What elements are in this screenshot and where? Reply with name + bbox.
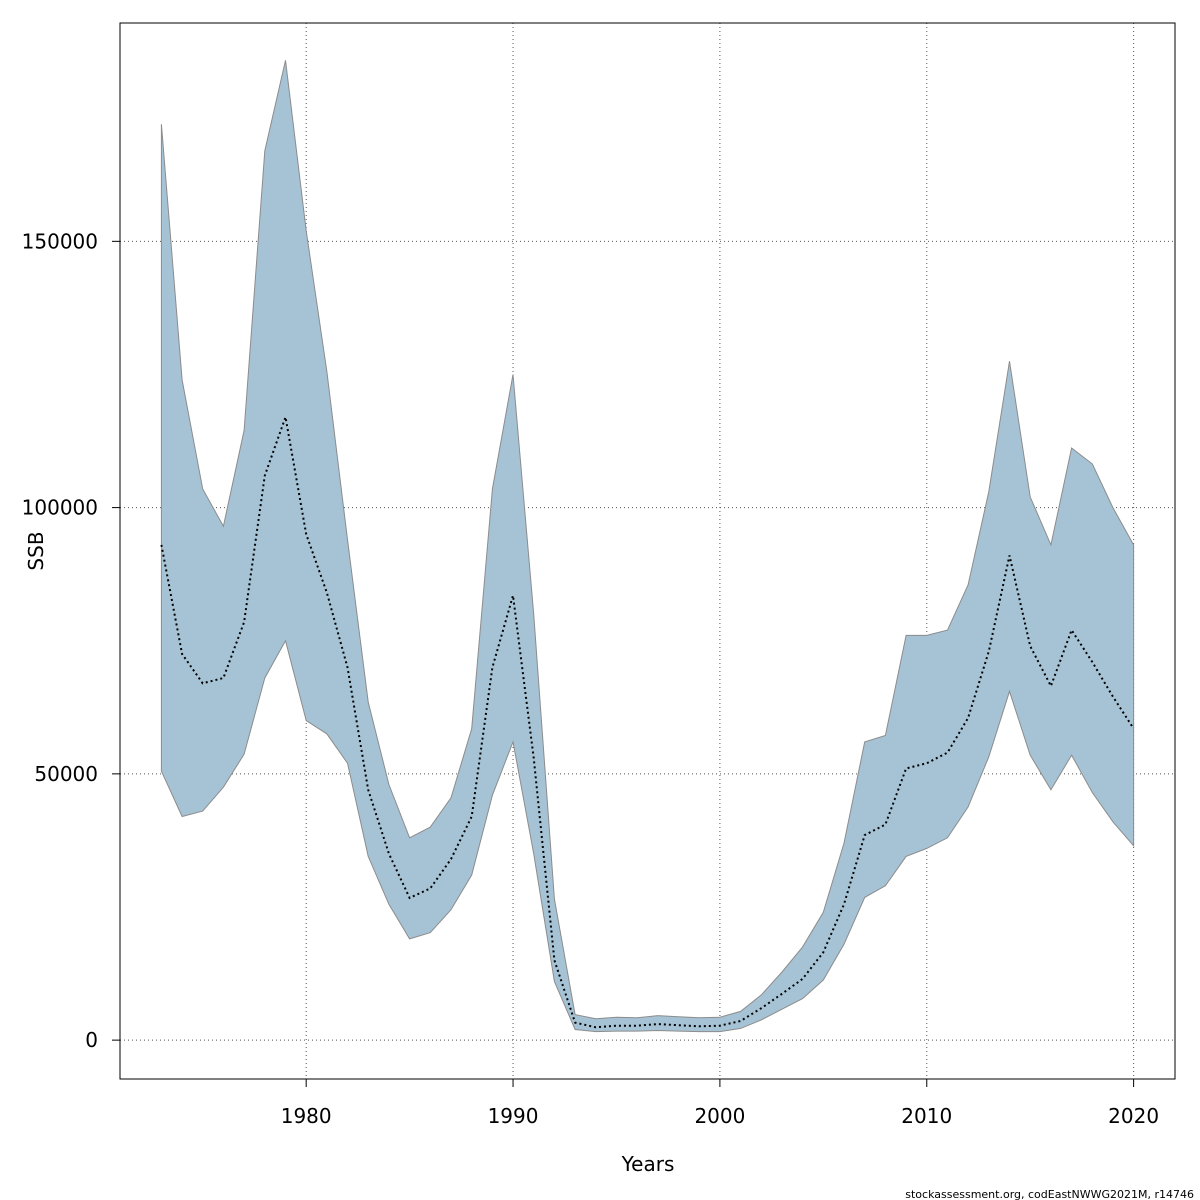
x-axis-title: Years bbox=[621, 1152, 675, 1176]
x-tick-label: 1980 bbox=[281, 1104, 332, 1128]
y-axis-title: SSB bbox=[24, 531, 48, 570]
x-tick-label: 1990 bbox=[488, 1104, 539, 1128]
y-axis: 0 50000 100000 150000 bbox=[22, 229, 120, 1052]
x-tick-label: 2000 bbox=[694, 1104, 745, 1128]
x-tick-label: 2010 bbox=[901, 1104, 952, 1128]
ssb-estimate-line bbox=[160, 413, 1135, 1029]
x-tick-label: 2020 bbox=[1108, 1104, 1159, 1128]
y-tick-label: 100000 bbox=[22, 496, 98, 520]
y-tick-label: 0 bbox=[85, 1028, 98, 1052]
y-tick-label: 50000 bbox=[34, 762, 98, 786]
x-axis: 1980 1990 2000 2010 2020 bbox=[281, 1079, 1159, 1128]
y-tick-label: 150000 bbox=[22, 229, 98, 253]
footer-credit: stockassessment.org, codEastNWWG2021M, r… bbox=[905, 1188, 1194, 1200]
plot-frame bbox=[119, 22, 1176, 1080]
confidence-band bbox=[160, 60, 1135, 1033]
